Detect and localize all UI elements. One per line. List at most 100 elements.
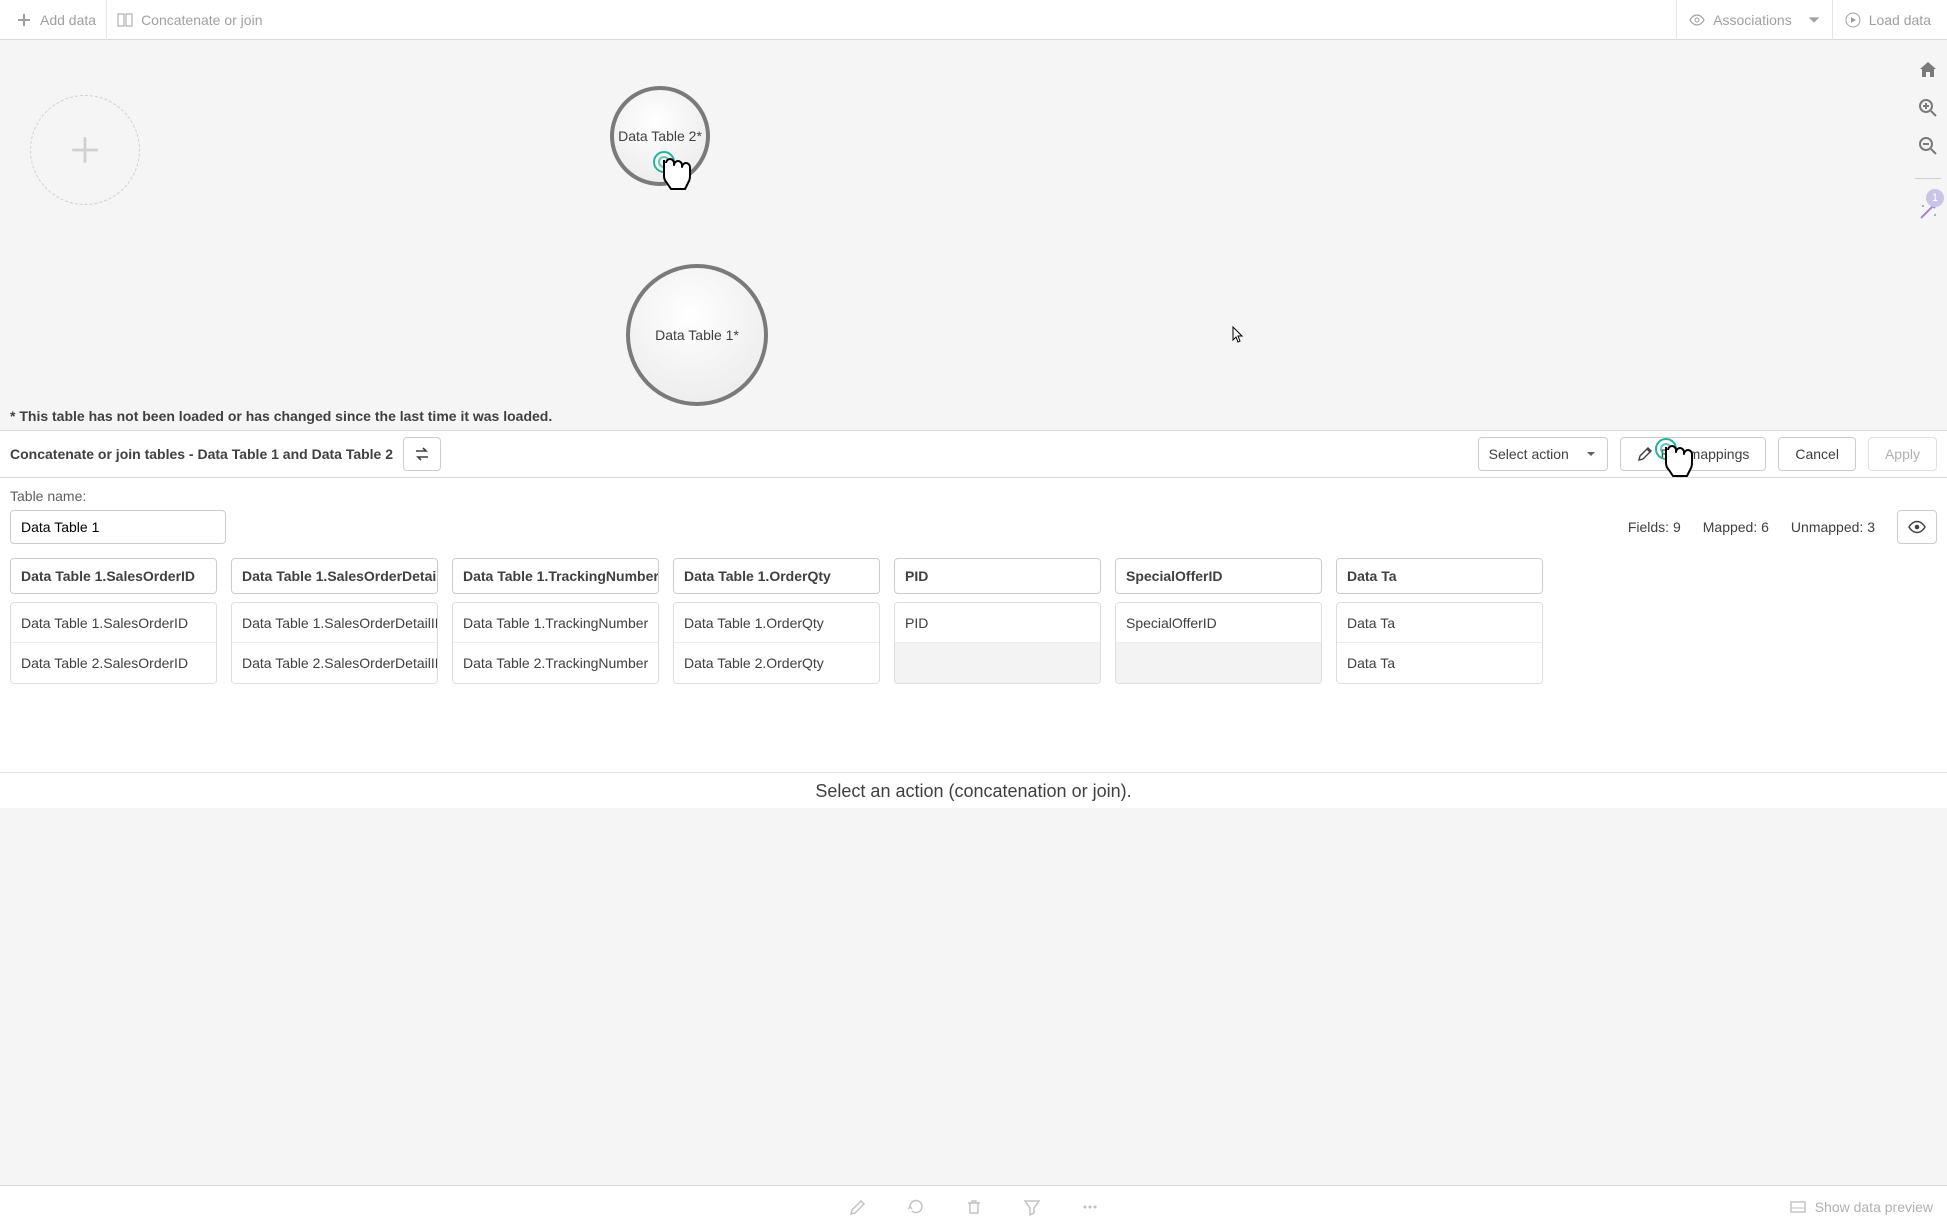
show-preview-button[interactable]: Show data preview — [1789, 1198, 1933, 1216]
show-preview-label: Show data preview — [1815, 1199, 1933, 1215]
table-name-label: Table name: — [10, 488, 1937, 504]
column-block: Data Table 1.SalesOrderDetailIDData Tabl… — [231, 558, 438, 684]
bottom-bar: Show data preview — [0, 1185, 1947, 1227]
zoom-out-icon[interactable] — [1918, 136, 1938, 156]
wand-badge: 1 — [1926, 189, 1944, 207]
associations-label: Associations — [1713, 12, 1792, 28]
column-cell[interactable]: SpecialOfferID — [1116, 603, 1321, 643]
chevron-down-icon — [1806, 12, 1822, 28]
load-data-label: Load data — [1869, 12, 1931, 28]
column-header[interactable]: Data Table 1.OrderQty — [673, 558, 880, 594]
column-body: PID — [894, 602, 1101, 684]
panel-title: Concatenate or join tables - Data Table … — [10, 446, 393, 462]
eye-icon — [1689, 12, 1705, 28]
add-table-bubble[interactable] — [30, 95, 140, 205]
columns-grid: Data Table 1.SalesOrderIDData Table 1.Sa… — [10, 558, 1937, 696]
trash-icon[interactable] — [965, 1198, 983, 1216]
edit-icon[interactable] — [849, 1198, 867, 1216]
column-body: Data TaData Ta — [1336, 602, 1543, 684]
column-header[interactable]: Data Ta — [1336, 558, 1543, 594]
column-cell[interactable]: PID — [895, 603, 1100, 643]
swap-icon — [413, 445, 431, 463]
refresh-icon[interactable] — [907, 1198, 925, 1216]
column-cell[interactable]: Data Table 1.OrderQty — [674, 603, 879, 643]
more-icon[interactable] — [1081, 1198, 1099, 1216]
mapping-panel: Table name: Fields: 9 Mapped: 6 Unmapped… — [0, 478, 1947, 808]
column-cell[interactable]: Data Table 2.OrderQty — [674, 643, 879, 683]
column-block: Data TaData TaData Ta — [1336, 558, 1543, 684]
column-header[interactable]: SpecialOfferID — [1115, 558, 1322, 594]
undo-button[interactable] — [1634, 0, 1654, 40]
fields-stat: Fields: 9 — [1628, 519, 1681, 535]
unsaved-note: * This table has not been loaded or has … — [10, 408, 552, 424]
column-header[interactable]: Data Table 1.SalesOrderID — [10, 558, 217, 594]
mapping-stats: Fields: 9 Mapped: 6 Unmapped: 3 — [1628, 510, 1937, 544]
concat-button[interactable]: Concatenate or join — [107, 0, 272, 40]
column-body: Data Table 1.TrackingNumberData Table 2.… — [452, 602, 659, 684]
table-name-input[interactable] — [10, 510, 226, 544]
add-data-label: Add data — [40, 12, 96, 28]
preview-toggle-button[interactable] — [1897, 510, 1937, 544]
panel-header-right: Select action Edit mappings Cancel Apply — [1478, 437, 1937, 471]
toolbar-left: Add data Concatenate or join — [6, 0, 272, 40]
data-model-canvas[interactable]: Data Table 2* Data Table 1* * This table… — [0, 40, 1947, 430]
column-block: PID PID — [894, 558, 1101, 684]
column-block: Data Table 1.OrderQtyData Table 1.OrderQ… — [673, 558, 880, 684]
panel-header: Concatenate or join tables - Data Table … — [0, 430, 1947, 478]
side-rail: 1 — [1915, 60, 1941, 224]
cancel-button[interactable]: Cancel — [1778, 437, 1856, 471]
mapped-stat: Mapped: 6 — [1703, 519, 1769, 535]
column-cell[interactable]: Data Ta — [1337, 643, 1542, 683]
top-toolbar: Add data Concatenate or join Association… — [0, 0, 1947, 40]
column-body: Data Table 1.SalesOrderDetailIDData Tabl… — [231, 602, 438, 684]
node-data-table-1[interactable]: Data Table 1* — [626, 264, 768, 406]
associations-button[interactable]: Associations — [1679, 0, 1833, 40]
column-cell[interactable]: Data Table 1.SalesOrderDetailID — [232, 603, 437, 643]
column-cell[interactable]: Data Ta — [1337, 603, 1542, 643]
filter-icon[interactable] — [1023, 1198, 1041, 1216]
column-body: SpecialOfferID — [1115, 602, 1322, 684]
column-header[interactable]: Data Table 1.TrackingNumber — [452, 558, 659, 594]
column-cell[interactable] — [1116, 643, 1321, 683]
load-data-button[interactable]: Load data — [1835, 0, 1941, 40]
home-icon[interactable] — [1918, 60, 1938, 80]
column-cell[interactable]: Data Table 2.SalesOrderDetailID — [232, 643, 437, 683]
action-prompt: Select an action (concatenation or join)… — [0, 772, 1947, 808]
column-cell[interactable]: Data Table 1.SalesOrderID — [11, 603, 216, 643]
add-data-button[interactable]: Add data — [6, 0, 107, 40]
separator — [1915, 178, 1941, 179]
unmapped-stat: Unmapped: 3 — [1791, 519, 1875, 535]
plus-icon — [16, 12, 32, 28]
column-cell[interactable]: Data Table 2.SalesOrderID — [11, 643, 216, 683]
select-action-dropdown[interactable]: Select action — [1478, 437, 1608, 471]
cancel-label: Cancel — [1795, 446, 1839, 462]
column-block: Data Table 1.SalesOrderIDData Table 1.Sa… — [10, 558, 217, 684]
apply-label: Apply — [1885, 446, 1920, 462]
column-block: SpecialOfferID SpecialOfferID — [1115, 558, 1322, 684]
column-cell[interactable]: Data Table 1.TrackingNumber — [453, 603, 658, 643]
concat-icon — [117, 12, 133, 28]
column-header[interactable]: PID — [894, 558, 1101, 594]
column-cell[interactable]: Data Table 2.TrackingNumber — [453, 643, 658, 683]
column-header[interactable]: Data Table 1.SalesOrderDetailID — [231, 558, 438, 594]
column-cell[interactable] — [895, 643, 1100, 683]
redo-button[interactable] — [1656, 0, 1677, 40]
panel-icon — [1789, 1198, 1807, 1216]
cursor-icon — [1232, 326, 1244, 344]
play-icon — [1845, 12, 1861, 28]
column-body: Data Table 1.OrderQtyData Table 2.OrderQ… — [673, 602, 880, 684]
node-label: Data Table 1* — [655, 327, 739, 343]
wand-button[interactable]: 1 — [1918, 201, 1938, 224]
plus-icon — [68, 133, 102, 167]
eye-icon — [1908, 518, 1926, 536]
table-name-row: Fields: 9 Mapped: 6 Unmapped: 3 — [10, 510, 1937, 544]
node-label: Data Table 2* — [618, 128, 702, 144]
swap-tables-button[interactable] — [403, 437, 441, 471]
concat-label: Concatenate or join — [141, 12, 262, 28]
pointer-hand-icon — [648, 148, 694, 204]
zoom-in-icon[interactable] — [1918, 98, 1938, 118]
toolbar-right: Associations Load data — [1634, 0, 1941, 40]
column-block: Data Table 1.TrackingNumberData Table 1.… — [452, 558, 659, 684]
apply-button[interactable]: Apply — [1868, 437, 1937, 471]
column-body: Data Table 1.SalesOrderIDData Table 2.Sa… — [10, 602, 217, 684]
